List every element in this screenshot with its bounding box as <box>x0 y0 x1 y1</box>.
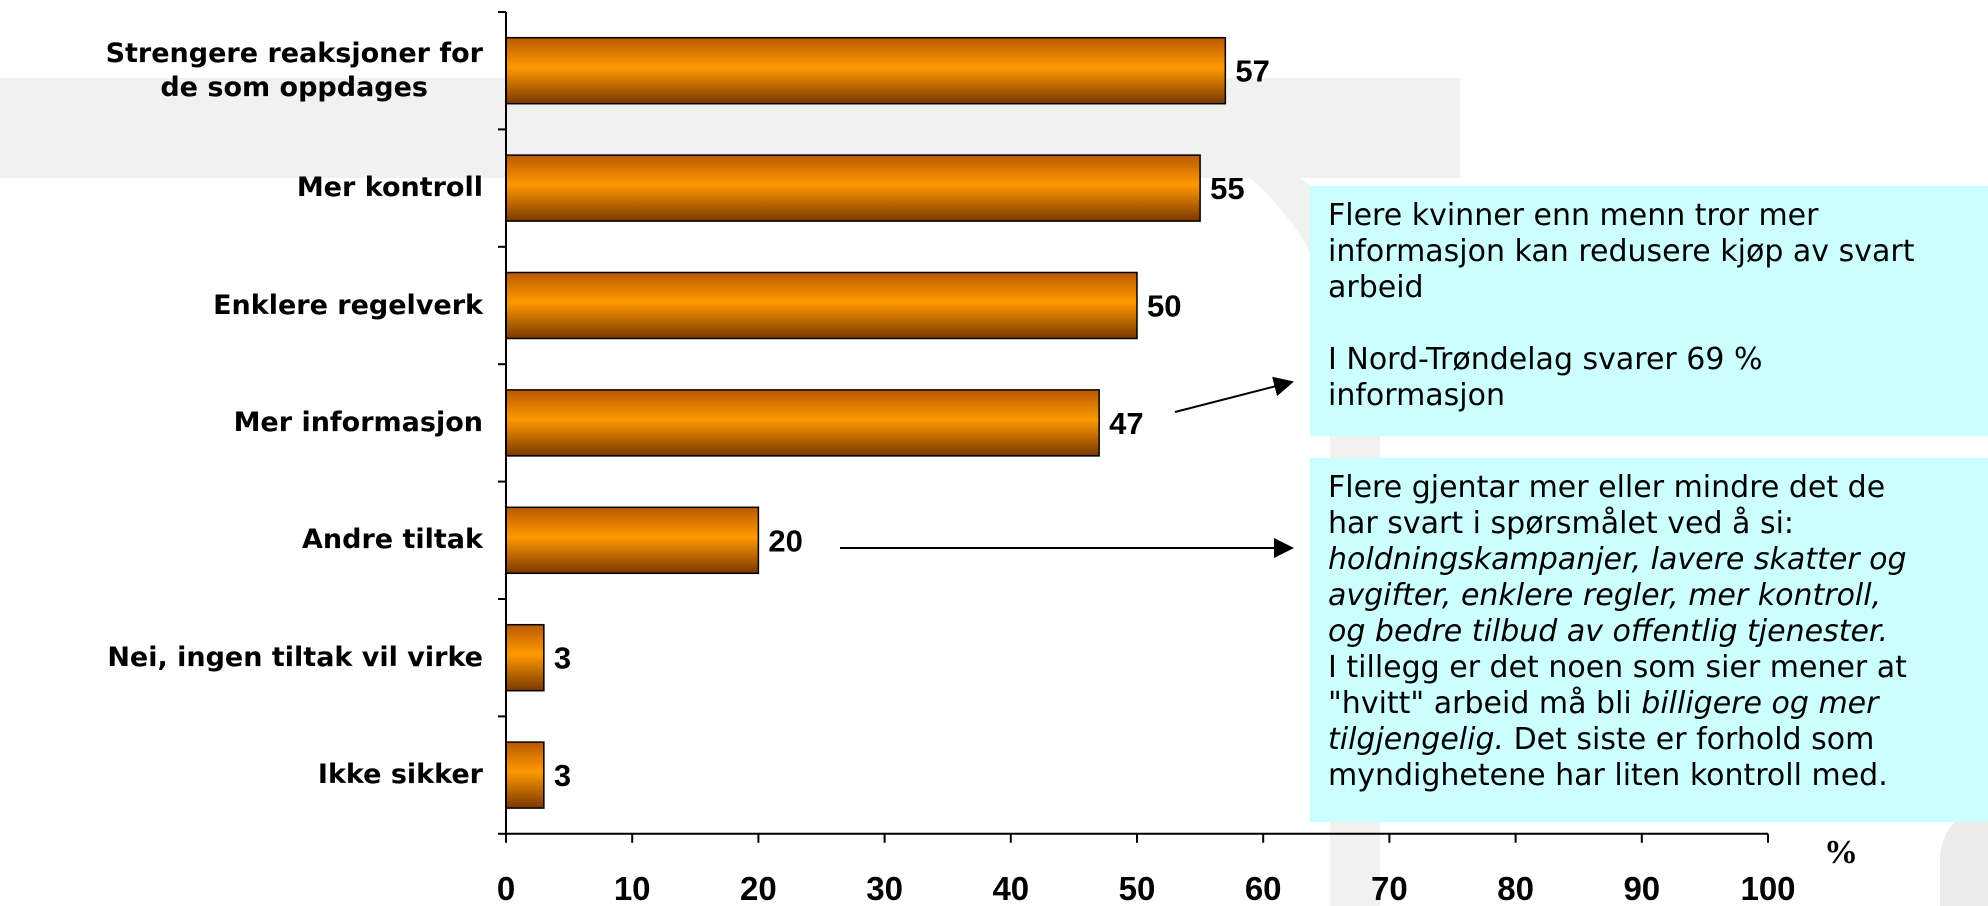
bar <box>505 154 1201 222</box>
bar-value-label: 57 <box>1235 54 1269 89</box>
note-text: holdningskampanjer, lavere skatter og <box>1328 542 1907 577</box>
bar <box>505 271 1138 340</box>
x-tick-label: 40 <box>992 870 1029 906</box>
bar-value-label: 3 <box>554 758 571 793</box>
note-text: Flere kvinner enn menn tror mer <box>1328 198 1819 233</box>
bar <box>505 506 760 575</box>
x-tick-label: 60 <box>1245 870 1282 906</box>
category-label: Ikke sikker <box>317 759 483 791</box>
x-tick-label: 20 <box>740 870 777 906</box>
category-label: Mer kontroll <box>296 172 483 204</box>
note-text: "hvitt" arbeid må bli billigere og mer <box>1328 686 1879 721</box>
x-tick-label: 50 <box>1119 870 1156 906</box>
bar <box>505 36 1227 105</box>
bar-value-label: 3 <box>554 641 571 676</box>
x-tick-label: 0 <box>497 870 515 906</box>
note-text: tilgjengelig. Det siste er forhold som <box>1328 722 1875 757</box>
bar-value-label: 47 <box>1109 406 1143 441</box>
note-text: avgifter, enklere regler, mer kontroll, <box>1328 578 1882 613</box>
category-label: Enklere regelverk <box>213 289 483 321</box>
note-box-andre-tiltak: Flere gjentar mer eller mindre det de ha… <box>1310 458 1988 822</box>
category-label: Nei, ingen tiltak vil virke <box>107 641 483 673</box>
bar-value-label: 55 <box>1210 171 1244 206</box>
note-text: har svart i spørsmålet ved å si: <box>1328 506 1795 541</box>
note-text: Flere gjentar mer eller mindre det de <box>1328 470 1886 505</box>
note-box-informasjon: Flere kvinner enn menn tror mer informas… <box>1310 186 1988 436</box>
bar <box>505 741 545 809</box>
note-text: I Nord-Trøndelag svarer 69 % <box>1328 342 1763 377</box>
note-text: og bedre tilbud av offentlig tjenester. <box>1328 614 1889 649</box>
bar <box>505 389 1100 457</box>
note-text: I tillegg er det noen som sier mener at <box>1328 650 1907 685</box>
x-tick-label: 10 <box>614 870 651 906</box>
category-label: Strengere reaksjoner for de som oppdages <box>105 37 483 103</box>
x-tick-label: 70 <box>1371 870 1408 906</box>
x-axis-unit: % <box>1824 834 1858 871</box>
category-label: Mer informasjon <box>233 406 483 438</box>
note-text: informasjon kan redusere kjøp av svart <box>1328 234 1915 269</box>
note-text: informasjon <box>1328 378 1506 413</box>
x-tick-label: 80 <box>1497 870 1534 906</box>
bar <box>505 623 545 692</box>
note-text: myndighetene har liten kontroll med. <box>1328 758 1888 793</box>
category-label: Andre tiltak <box>302 524 483 556</box>
x-tick-label: 90 <box>1623 870 1660 906</box>
bar-value-label: 50 <box>1147 289 1181 324</box>
x-tick-label: 30 <box>866 870 903 906</box>
note-text: arbeid <box>1328 270 1424 305</box>
x-tick-label: 100 <box>1740 870 1795 906</box>
bar-value-label: 20 <box>768 523 802 558</box>
annotation-arrow-informasjon <box>1174 376 1294 413</box>
